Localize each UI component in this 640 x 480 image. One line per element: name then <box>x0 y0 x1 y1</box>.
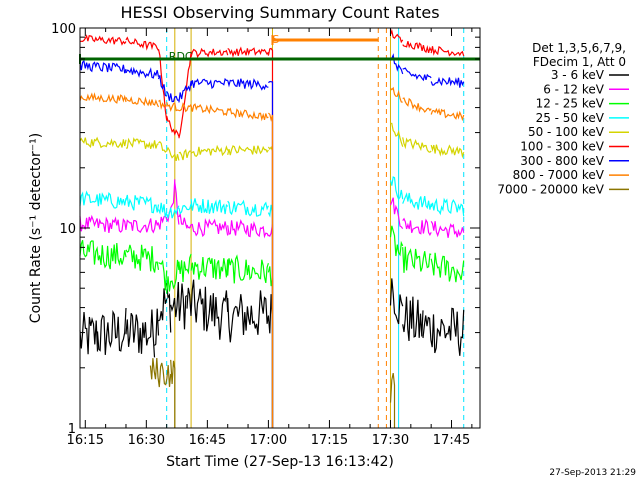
legend-entry-label: 100 - 300 keV <box>520 140 604 154</box>
x-tick-label: 16:15 <box>67 433 104 448</box>
series-line-6 <box>79 53 465 428</box>
y-axis-label: Count Rate (s⁻¹ detector⁻¹) <box>28 133 44 323</box>
annotation-label: RDC <box>169 50 193 63</box>
series-3 <box>79 176 465 428</box>
x-tick-label: 17:15 <box>311 433 348 448</box>
legend-entry-label: 7000 - 20000 keV <box>497 182 604 196</box>
flag-layer <box>79 35 480 64</box>
series-7 <box>79 86 465 428</box>
y-tick-label: 100 <box>51 22 76 37</box>
series-line-4 <box>79 122 465 428</box>
legend-entry-label: 300 - 800 keV <box>520 154 604 168</box>
series-line-2 <box>79 225 465 428</box>
series-6 <box>79 53 465 428</box>
legend-entry-label: 6 - 12 keV <box>543 82 605 96</box>
legend-entry-label: 12 - 25 keV <box>536 97 605 111</box>
series-line-3 <box>79 176 465 428</box>
legend-entry-label: 3 - 6 keV <box>551 68 605 82</box>
y-tick-label: 10 <box>59 222 76 237</box>
plot-frame <box>79 27 481 429</box>
x-tick-label: 16:45 <box>189 433 226 448</box>
series-layer <box>79 28 465 428</box>
y-tick-label: 1 <box>68 422 76 437</box>
axis-layer: 16:15 16:30 16:45 17:00 17:15 17:30 17:45 1 10 10… <box>51 22 480 448</box>
x-axis-label: Start Time (27-Sep-13 16:13:42) <box>166 454 394 470</box>
series-8 <box>149 357 396 428</box>
x-tick-label: 17:00 <box>250 433 287 448</box>
series-line-0 <box>79 278 465 428</box>
series-4 <box>79 122 465 428</box>
x-tick-label: 16:30 <box>128 433 165 448</box>
series-line-5 <box>80 28 465 428</box>
footer-timestamp: 27-Sep-2013 21:29 <box>549 468 636 478</box>
series-0 <box>79 278 465 428</box>
legend-entry-label: 50 - 100 keV <box>528 125 605 139</box>
legend-entry-label: 25 - 50 keV <box>536 111 605 125</box>
legend-header: Det 1,3,5,6,7,9, <box>532 41 626 55</box>
series-line-7 <box>79 86 465 428</box>
series-5 <box>80 28 465 428</box>
legend: Det 1,3,5,6,7,9,FDecim 1, Att 03 - 6 keV… <box>497 41 629 196</box>
annotation-layer: RDC S <box>169 33 280 63</box>
x-tick-label: 17:45 <box>433 433 470 448</box>
annotation-label: S <box>272 33 279 46</box>
series-line-8 <box>149 357 396 428</box>
x-tick-label: 17:30 <box>372 433 409 448</box>
chart-title: HESSI Observing Summary Count Rates <box>120 3 439 22</box>
legend-entry-label: 800 - 7000 keV <box>513 168 605 182</box>
series-2 <box>79 225 465 428</box>
legend-header: FDecim 1, Att 0 <box>533 55 626 69</box>
